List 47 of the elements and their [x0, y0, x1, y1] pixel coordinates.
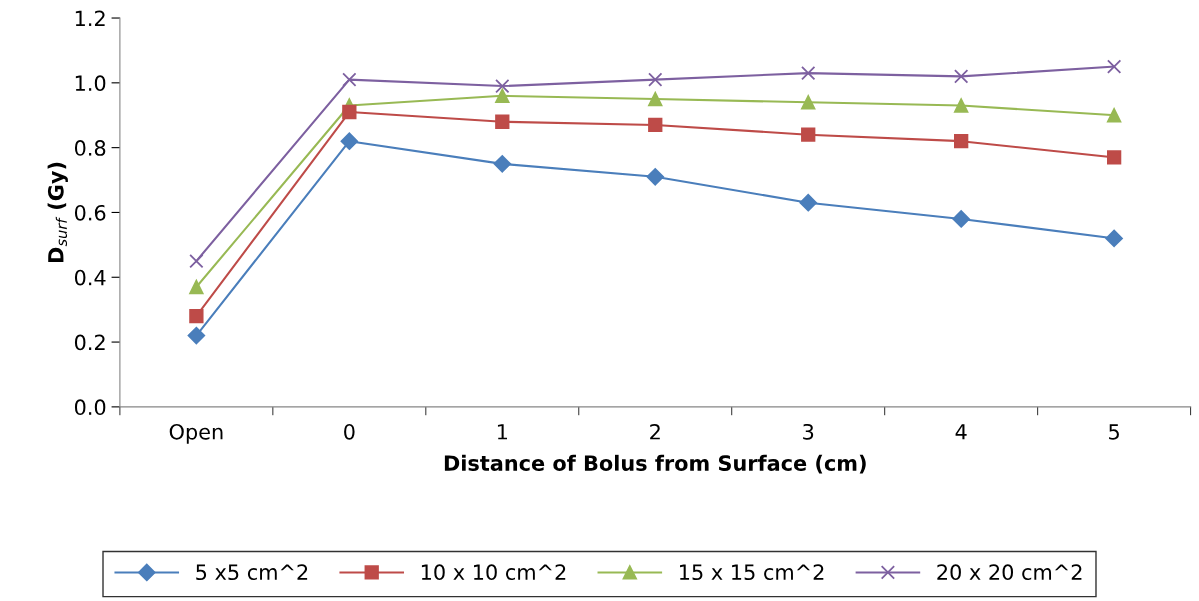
- legend-label: 20 x 20 cm^2: [937, 564, 1082, 581]
- point: [952, 210, 970, 228]
- point: [954, 69, 969, 84]
- point: [648, 72, 663, 87]
- point: [799, 193, 817, 212]
- legend-label: 10 x 10 cm^2: [421, 564, 566, 581]
- y-tick-label: 0.0: [74, 399, 106, 416]
- point: [646, 168, 665, 186]
- x-tick-label: 1: [497, 424, 507, 440]
- legend-label: 15 x 15 cm^2: [680, 564, 824, 581]
- point: [1106, 150, 1122, 165]
- point: [648, 117, 663, 133]
- point: [493, 155, 512, 173]
- x-tick-label: 0: [344, 423, 355, 440]
- point: [495, 78, 510, 94]
- point: [801, 65, 816, 81]
- point: [340, 132, 359, 150]
- y-tick-label: 1.0: [75, 75, 106, 92]
- x-tick-label: Open: [169, 423, 223, 444]
- x-tick-label: 3: [803, 423, 814, 440]
- point: [189, 308, 204, 324]
- x-tick-label: 2: [650, 423, 660, 440]
- point: [495, 114, 510, 129]
- point: [342, 104, 357, 120]
- point: [954, 98, 969, 113]
- point: [954, 134, 969, 149]
- y-tick-label: 0.8: [74, 140, 106, 156]
- point: [189, 253, 204, 269]
- point: [495, 88, 510, 103]
- point: [801, 95, 816, 110]
- point: [1106, 59, 1122, 74]
- y-tick-label: 0.4: [74, 269, 106, 286]
- point: [1106, 108, 1122, 123]
- point: [342, 72, 357, 87]
- y-tick-label: 0.2: [74, 334, 105, 351]
- point: [648, 91, 663, 107]
- point: [187, 326, 206, 345]
- point: [801, 127, 816, 142]
- x-axis-title: Distance of Bolus from Surface (cm): [444, 454, 866, 474]
- x-tick-label: 4: [955, 424, 967, 440]
- legend-label: 5 x5 cm^2: [196, 564, 308, 581]
- y-tick-label: 0.6: [74, 204, 106, 221]
- point: [189, 279, 204, 295]
- x-tick-label: 5: [1109, 424, 1119, 440]
- point: [1105, 229, 1123, 248]
- y-tick-label: 1.2: [75, 10, 105, 26]
- y-axis-title: D$_{surf}$ (Gy): [47, 162, 68, 263]
